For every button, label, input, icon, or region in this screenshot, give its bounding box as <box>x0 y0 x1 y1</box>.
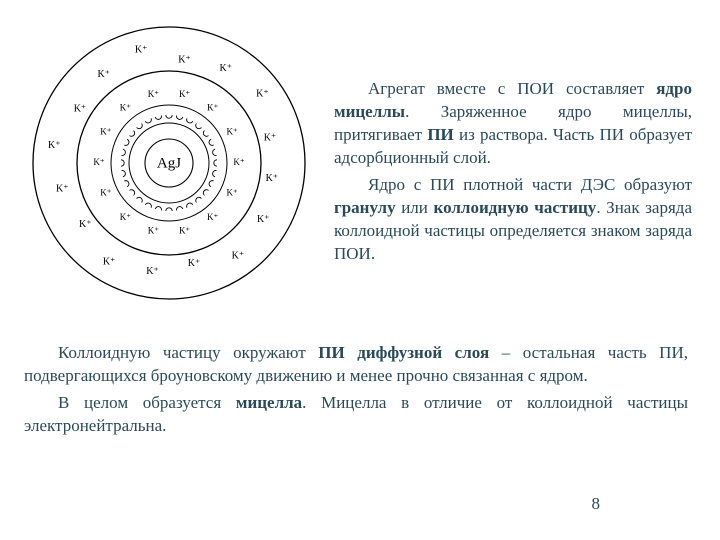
svg-text:K⁺: K⁺ <box>74 104 87 115</box>
p2-bold-colloid: коллоидную частицу <box>434 198 597 217</box>
svg-text:K⁺: K⁺ <box>97 69 110 80</box>
bottom-text-block: Коллоидную частицу окружают ПИ диффузной… <box>24 342 692 438</box>
paragraph-2: Ядро с ПИ плотной части ДЭС образуют гра… <box>334 174 692 266</box>
svg-text:K⁺: K⁺ <box>220 63 233 74</box>
micelle-diagram: K⁺ K⁺ K⁺ K⁺ K⁺ K⁺ K⁺ K⁺ K⁺ K⁺ K⁺ K⁺ K⁺ K⁺ K⁺ K⁺ K⁺ K⁺ K⁺ K⁺… <box>24 18 314 308</box>
right-text-block: Агрегат вместе с ПОИ составляет ядро миц… <box>314 18 692 270</box>
svg-text:K⁺: K⁺ <box>226 187 237 197</box>
top-row: K⁺ K⁺ K⁺ K⁺ K⁺ K⁺ K⁺ K⁺ K⁺ K⁺ K⁺ K⁺ K⁺ K⁺ K⁺ K⁺ K⁺ K⁺ K⁺ K⁺… <box>24 18 692 308</box>
svg-text:K⁺: K⁺ <box>207 102 218 112</box>
svg-text:K⁺: K⁺ <box>56 184 69 195</box>
svg-text:AgJ: AgJ <box>157 155 181 171</box>
svg-text:K⁺: K⁺ <box>266 173 279 184</box>
svg-text:K⁺: K⁺ <box>179 225 190 235</box>
svg-text:K⁺: K⁺ <box>135 45 148 56</box>
svg-text:K⁺: K⁺ <box>207 212 218 222</box>
svg-text:K⁺: K⁺ <box>100 127 111 137</box>
p2-text-a: Ядро с ПИ плотной части ДЭС образуют <box>368 175 692 194</box>
svg-text:K⁺: K⁺ <box>264 132 277 143</box>
svg-text:K⁺: K⁺ <box>120 212 131 222</box>
page: K⁺ K⁺ K⁺ K⁺ K⁺ K⁺ K⁺ K⁺ K⁺ K⁺ K⁺ K⁺ K⁺ K⁺ K⁺ K⁺ K⁺ K⁺ K⁺ K⁺… <box>0 0 720 540</box>
paragraph-4: В целом образуется мицелла. Мицелла в от… <box>24 392 688 438</box>
micelle-svg: K⁺ K⁺ K⁺ K⁺ K⁺ K⁺ K⁺ K⁺ K⁺ K⁺ K⁺ K⁺ K⁺ K⁺ K⁺ K⁺ K⁺ K⁺ K⁺ K⁺… <box>24 18 314 308</box>
svg-text:K⁺: K⁺ <box>103 257 116 268</box>
svg-text:K⁺: K⁺ <box>100 187 111 197</box>
svg-text:K⁺: K⁺ <box>120 102 131 112</box>
p2-text-c: или <box>396 198 434 217</box>
svg-text:K⁺: K⁺ <box>226 127 237 137</box>
page-number: 8 <box>592 494 601 514</box>
svg-text:K⁺: K⁺ <box>188 258 201 269</box>
p1-bold-pi: ПИ <box>427 125 453 144</box>
svg-text:K⁺: K⁺ <box>178 54 191 65</box>
paragraph-3: Коллоидную частицу окружают ПИ диффузной… <box>24 342 688 388</box>
p2-bold-granule: гранулу <box>334 198 396 217</box>
svg-text:K⁺: K⁺ <box>233 157 244 167</box>
p3-bold-diffuse: ПИ диффузной слоя <box>318 343 489 362</box>
svg-text:K⁺: K⁺ <box>148 225 159 235</box>
svg-text:K⁺: K⁺ <box>79 219 92 230</box>
svg-text:K⁺: K⁺ <box>146 266 159 277</box>
svg-text:K⁺: K⁺ <box>48 140 61 151</box>
p4-text-a: В целом образуется <box>58 393 236 412</box>
p1-text-a: Агрегат вместе с ПОИ составляет <box>368 79 656 98</box>
svg-text:K⁺: K⁺ <box>148 89 159 99</box>
paragraph-1: Агрегат вместе с ПОИ составляет ядро миц… <box>334 78 692 170</box>
p4-bold-micelle: мицелла <box>236 393 302 412</box>
svg-text:K⁺: K⁺ <box>256 88 269 99</box>
p3-text-a: Коллоидную частицу окружают <box>58 343 318 362</box>
svg-text:K⁺: K⁺ <box>179 89 190 99</box>
svg-text:K⁺: K⁺ <box>232 251 245 262</box>
svg-text:K⁺: K⁺ <box>257 214 270 225</box>
svg-text:K⁺: K⁺ <box>93 157 104 167</box>
